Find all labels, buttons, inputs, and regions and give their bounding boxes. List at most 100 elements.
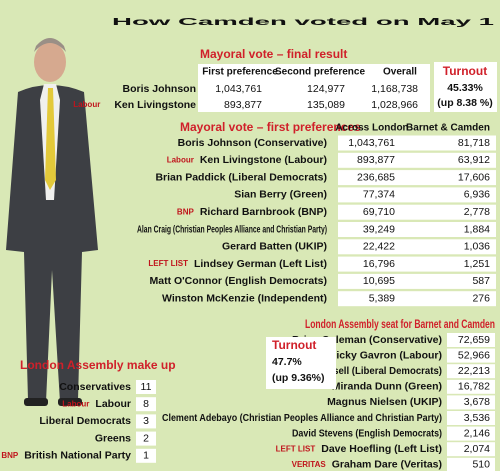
row-bg (338, 222, 496, 237)
vote-count: 236,685 (357, 171, 395, 183)
vote-count: 2,146 (464, 427, 490, 439)
candidate-name: Graham Dare (Veritas) (332, 459, 442, 471)
party-name: Conservatives (59, 381, 131, 393)
candidate-name: Miranda Dunn (Green) (332, 381, 442, 393)
row-bg (338, 273, 496, 289)
section-heading: Mayoral vote – final result (200, 47, 347, 61)
vote-count: 22,422 (363, 241, 395, 253)
party-logo: BNP (1, 451, 19, 460)
row-bg (338, 291, 496, 307)
vote-count: 893,877 (224, 99, 262, 111)
row-bg (447, 457, 495, 471)
candidate-name: Lindsey German (Left List) (194, 258, 327, 270)
vote-count: 3,536 (464, 412, 490, 424)
vote-count: 1,043,761 (215, 83, 262, 95)
candidate-name: Sian Berry (Green) (234, 189, 327, 201)
candidate-name: Clement Adebayo (Christian Peoples Allia… (162, 412, 442, 424)
vote-count: 1,028,966 (371, 99, 418, 111)
vote-count: 6,936 (464, 189, 490, 201)
vote-count: 893,877 (357, 154, 395, 166)
candidate-name: Winston McKenzie (Independent) (162, 292, 327, 304)
table-bg (198, 64, 430, 112)
turnout-label: Turnout (443, 64, 487, 78)
vote-count: 510 (472, 459, 490, 471)
vote-count: 2,778 (464, 206, 490, 218)
vote-count: 39,249 (363, 223, 395, 235)
vote-count: 17,606 (458, 171, 490, 183)
vote-count: 124,977 (307, 83, 345, 95)
row-bg (447, 364, 495, 379)
vote-count: 69,710 (363, 206, 395, 218)
vote-count: 77,374 (363, 189, 395, 201)
column-header: Barnet & Camden (406, 123, 490, 134)
row-bg (447, 395, 495, 410)
vote-count: 2,074 (464, 443, 490, 455)
party-name: Greens (95, 432, 131, 444)
vote-count: 276 (472, 292, 490, 304)
section-heading: London Assembly seat for Barnet and Camd… (305, 317, 495, 331)
vote-count: 1,036 (464, 241, 490, 253)
party-logo: BNP (177, 207, 195, 216)
candidate-name: Nicky Gavron (Labour) (329, 349, 442, 361)
turnout-change: (up 9.36%) (272, 372, 325, 384)
figure (6, 38, 98, 406)
candidate-name: Magnus Nielsen (UKIP) (327, 396, 442, 408)
row-bg (447, 333, 495, 347)
seat-count: 1 (143, 450, 149, 462)
row-bg (338, 170, 496, 186)
party-logo: VERITAS (292, 460, 327, 469)
vote-count: 1,251 (464, 258, 490, 270)
row-bg (136, 397, 156, 412)
turnout-value: 47.7% (272, 356, 302, 368)
candidate-name: Dave Hoefling (Left List) (321, 443, 442, 455)
vote-count: 10,695 (363, 275, 395, 287)
candidate-name: Brian Paddick (Liberal Democrats) (155, 171, 327, 183)
row-bg (136, 414, 156, 429)
turnout-value: 45.33% (447, 82, 483, 94)
turnout-box (266, 337, 336, 389)
vote-count: 16,796 (363, 258, 395, 270)
section-heading: London Assembly make up (20, 358, 176, 372)
party-name: Liberal Democrats (39, 415, 131, 427)
column-header: Overall (383, 67, 417, 78)
candidate-name: Richard Barnbrook (BNP) (200, 206, 327, 218)
seat-count: 2 (143, 432, 149, 444)
seat-count: 11 (141, 381, 152, 393)
party-logo: Labour (73, 100, 100, 109)
party-logo: Labour (62, 399, 89, 408)
vote-count: 72,659 (458, 334, 490, 346)
vote-count: 16,782 (458, 381, 490, 393)
section-heading: Mayoral vote – first preferences (180, 120, 361, 134)
row-bg (447, 348, 495, 363)
row-bg (338, 256, 496, 272)
candidate-name: Boris Johnson (Conservative) (178, 137, 327, 149)
row-bg (447, 442, 495, 457)
vote-count: 587 (472, 275, 490, 287)
turnout-label: Turnout (272, 338, 316, 352)
row-bg (447, 379, 495, 394)
vote-count: 135,089 (307, 99, 345, 111)
candidate-name: Ken Livingstone (Labour) (200, 154, 327, 166)
content: Mayoral vote – final result First prefere… (1, 47, 497, 471)
candidate-name: Ken Livingstone (114, 99, 196, 111)
party-name: British National Party (24, 450, 131, 462)
row-bg (447, 411, 495, 425)
vote-count: 1,043,761 (348, 137, 395, 149)
party-name: Labour (95, 398, 131, 410)
candidate-name: Alan Craig (Christian Peoples Alliance a… (137, 223, 327, 235)
column-header: First preference (202, 67, 278, 78)
column-header: Second preference (275, 67, 365, 78)
row-bg (447, 426, 495, 441)
row-bg (136, 448, 156, 463)
column-header: Across London (335, 123, 408, 134)
row-bg (136, 380, 156, 394)
party-logo: LEFT LIST (276, 444, 316, 453)
turnout-box (434, 62, 497, 112)
vote-count: 3,678 (464, 396, 490, 408)
seat-count: 8 (143, 398, 149, 410)
vote-count: 22,213 (458, 365, 490, 377)
title: How Camden voted on May 1 (112, 16, 494, 28)
vote-count: 5,389 (369, 292, 395, 304)
vote-count: 81,718 (458, 137, 490, 149)
